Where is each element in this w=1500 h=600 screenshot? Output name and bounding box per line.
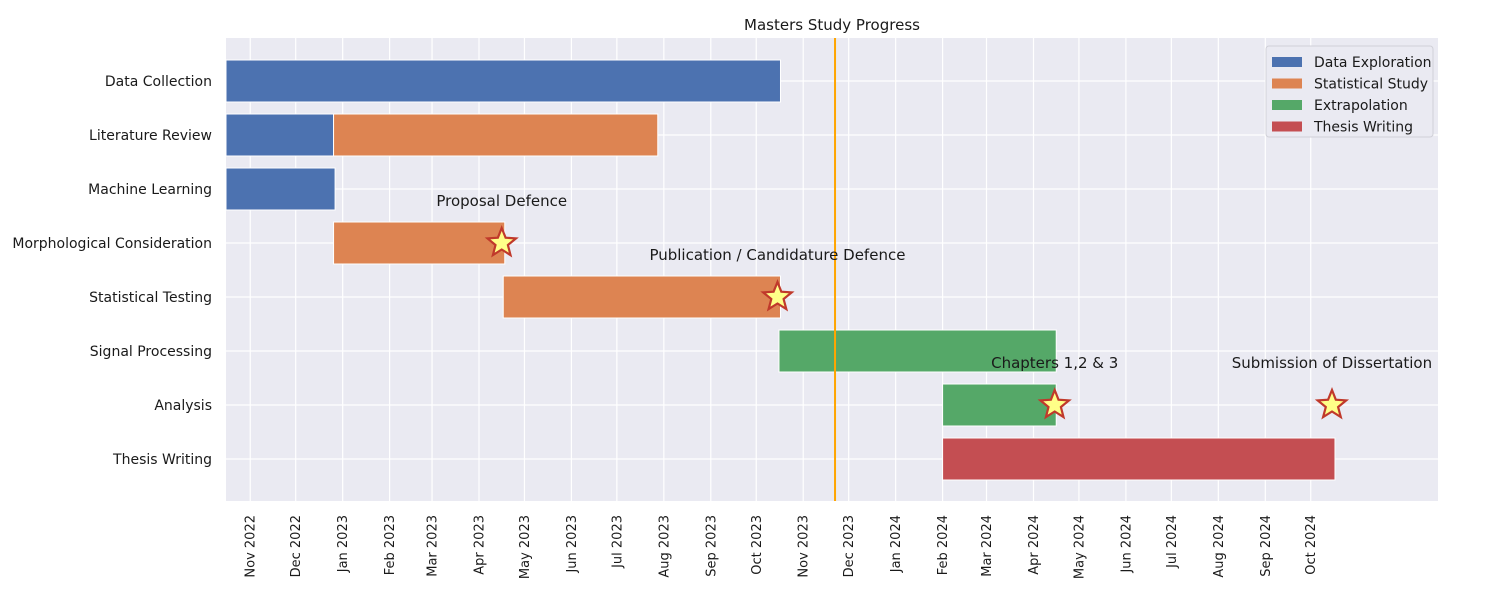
x-tick-label: Sep 2023	[704, 515, 719, 577]
x-tick-label: Jul 2024	[1165, 515, 1180, 569]
legend-swatch	[1272, 100, 1302, 110]
x-tick-labels: Nov 2022 Dec 2022 Jan 2023 Feb 2023 Mar 2023…	[244, 515, 1319, 579]
x-tick-label: Dec 2022	[289, 515, 304, 577]
x-tick-label: Apr 2024	[1027, 515, 1042, 575]
x-tick-label: Mar 2023	[426, 515, 441, 577]
legend-entry: Statistical Study	[1314, 77, 1428, 93]
chart-title: Masters Study Progress	[744, 16, 920, 34]
task-label: Analysis	[154, 398, 212, 414]
milestone-star-icon	[484, 225, 519, 258]
x-tick-label: Nov 2023	[797, 515, 812, 578]
gantt-bar	[778, 329, 1057, 373]
x-tick-label: Oct 2023	[750, 515, 765, 575]
milestones: Proposal Defence Publication / Candidatur…	[436, 192, 1432, 420]
gantt-bar	[225, 59, 781, 103]
task-label: Signal Processing	[90, 344, 212, 360]
plot-area	[226, 38, 1438, 501]
milestone-label: Submission of Dissertation	[1232, 354, 1432, 372]
x-tick-label: Feb 2024	[936, 515, 951, 575]
x-tick-label: Sep 2024	[1259, 515, 1274, 577]
legend-entry: Thesis Writing	[1313, 120, 1413, 136]
gantt-bar	[942, 437, 1336, 481]
task-label: Statistical Testing	[89, 290, 212, 306]
gantt-bar	[225, 113, 335, 157]
x-tick-label: May 2024	[1072, 515, 1087, 579]
gantt-bar	[333, 221, 506, 265]
milestone-star-icon	[1037, 386, 1072, 420]
x-tick-label: Mar 2024	[980, 515, 995, 577]
x-tick-label: Jan 2024	[889, 515, 904, 573]
legend-box	[1265, 45, 1434, 138]
x-tick-label: May 2023	[518, 515, 533, 579]
x-tick-label: Feb 2023	[383, 515, 398, 575]
task-label: Morphological Consideration	[12, 236, 212, 252]
gantt-bar	[502, 275, 781, 319]
x-tick-label: Apr 2023	[473, 515, 488, 575]
legend-entry: Extrapolation	[1314, 98, 1408, 114]
legend-swatch	[1272, 78, 1302, 89]
bars	[225, 59, 1336, 481]
x-tick-label: Oct 2024	[1304, 515, 1319, 575]
task-label: Machine Learning	[88, 182, 212, 198]
task-label: Data Collection	[105, 74, 212, 90]
x-tick-label: Jun 2024	[1119, 515, 1134, 574]
milestone-star-icon	[760, 279, 795, 312]
milestone-label: Chapters 1,2 & 3	[991, 354, 1118, 372]
gantt-bar	[333, 113, 659, 157]
x-tick-label: Aug 2023	[657, 515, 672, 578]
legend-swatch	[1272, 121, 1302, 132]
milestone-label: Publication / Candidature Defence	[649, 246, 905, 264]
x-tick-label: Jan 2023	[336, 515, 351, 573]
legend: Data Exploration Statistical Study Extrapo…	[1265, 45, 1434, 138]
task-labels: Data Collection Literature Review Machine …	[12, 74, 212, 468]
legend-swatch	[1272, 57, 1302, 67]
milestone-star-icon	[1314, 387, 1350, 420]
task-label: Thesis Writing	[112, 452, 212, 468]
task-label: Literature Review	[89, 128, 212, 144]
gantt-bar	[942, 383, 1057, 427]
legend-entry: Data Exploration	[1314, 55, 1432, 71]
x-tick-label: Nov 2022	[244, 515, 259, 578]
milestone-label: Proposal Defence	[436, 192, 567, 210]
x-tick-label: Aug 2024	[1212, 515, 1227, 578]
x-tick-label: Jul 2023	[610, 515, 625, 569]
x-tick-label: Jun 2023	[565, 515, 580, 574]
x-tick-label: Dec 2023	[842, 515, 857, 577]
gantt-bar	[225, 167, 336, 211]
